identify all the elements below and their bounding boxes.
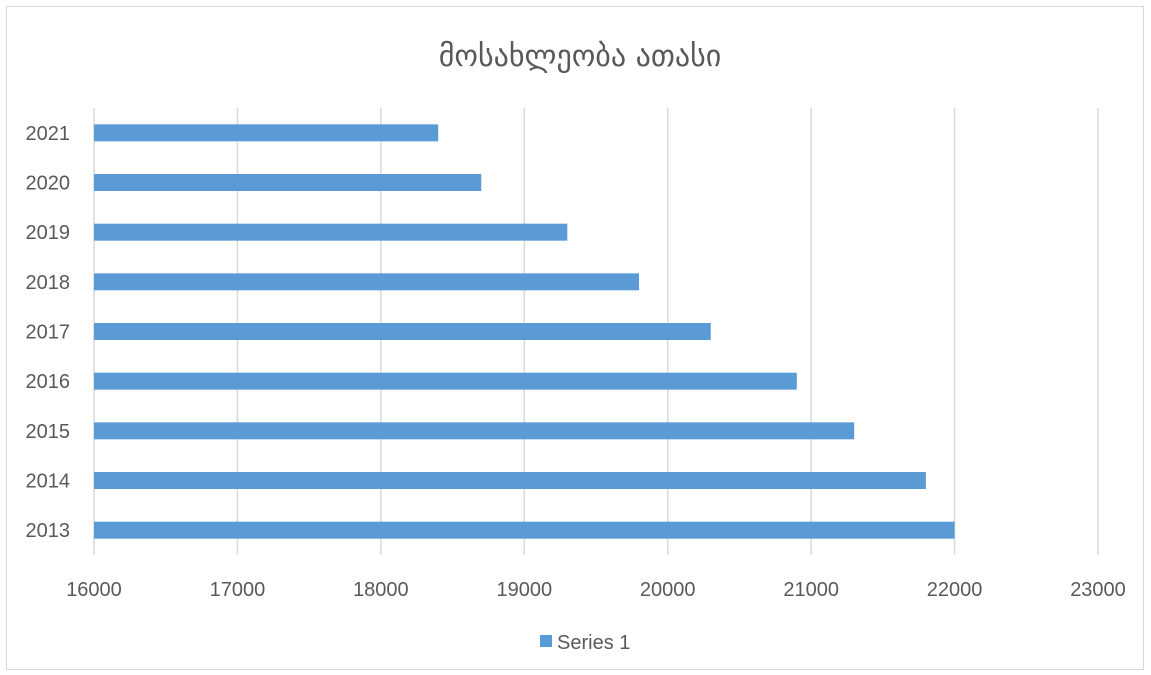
bars	[94, 124, 955, 539]
bar	[94, 323, 711, 340]
y-tick-label: 2013	[26, 520, 71, 542]
x-tick-label: 22000	[927, 579, 983, 601]
y-tick-label: 2017	[26, 322, 71, 344]
bar	[94, 273, 640, 291]
legend: Series 1	[540, 632, 630, 654]
legend-swatch	[540, 635, 552, 647]
legend-label: Series 1	[557, 632, 630, 654]
y-tick-label: 2018	[26, 272, 71, 294]
bar	[94, 174, 482, 191]
bar	[94, 372, 797, 390]
x-tick-label: 17000	[210, 579, 266, 601]
x-tick-label: 23000	[1070, 579, 1126, 601]
x-tick-label: 19000	[496, 579, 552, 601]
value-axis: 16000 17000 18000 19000 20000 21000 22000 23000	[66, 579, 1126, 601]
y-tick-label: 2015	[26, 421, 71, 443]
x-tick-label: 20000	[640, 579, 696, 601]
category-axis: 2013 2014 2015 2016 2017 2018 2019 2020 2021	[26, 123, 71, 542]
chart-title: მოსახლეობა ათასი	[439, 39, 722, 74]
y-tick-label: 2014	[26, 471, 71, 493]
x-tick-label: 18000	[353, 579, 409, 601]
y-tick-label: 2019	[26, 222, 71, 244]
y-tick-label: 2016	[26, 371, 71, 393]
y-tick-label: 2020	[26, 173, 71, 195]
bar	[94, 521, 955, 539]
x-tick-label: 16000	[66, 579, 122, 601]
bar	[94, 422, 855, 440]
bar	[94, 223, 568, 241]
bar	[94, 472, 926, 489]
x-tick-label: 21000	[783, 579, 839, 601]
y-tick-label: 2021	[26, 123, 71, 145]
bar	[94, 124, 439, 142]
